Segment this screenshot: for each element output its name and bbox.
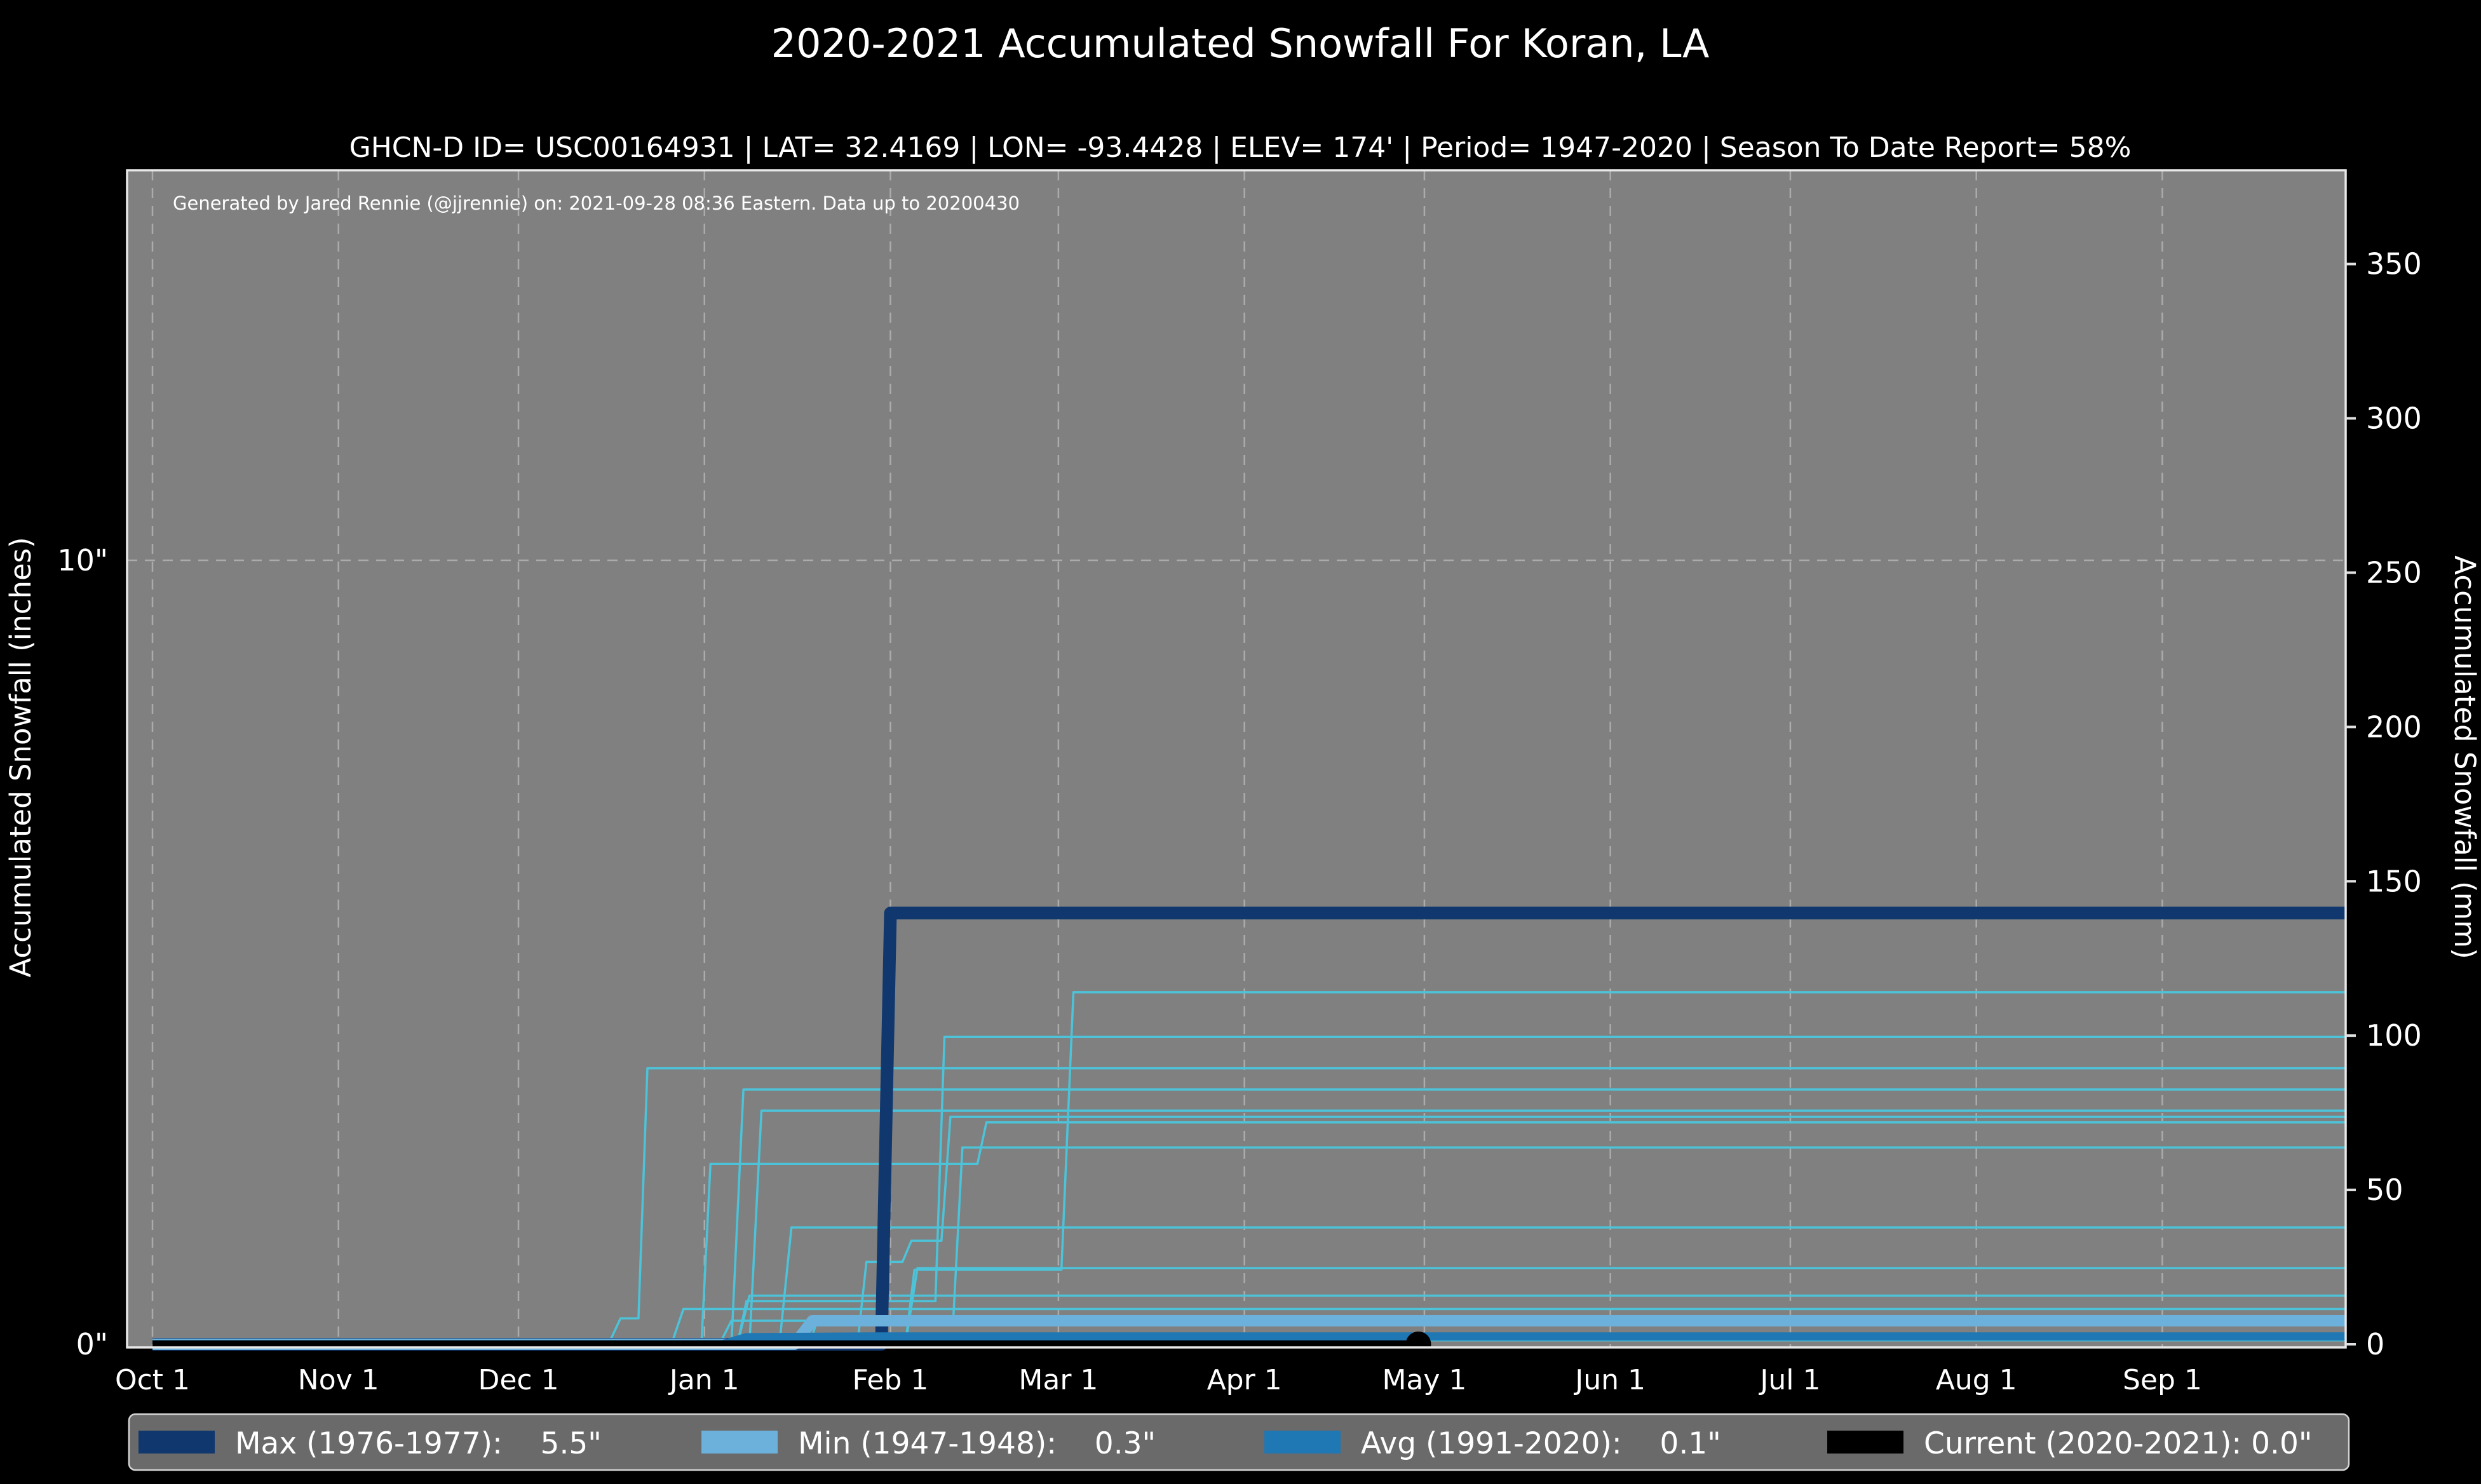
legend-label-max: Max (1976-1977): 5.5" bbox=[235, 1426, 602, 1461]
x-tick-label-oct1: Oct 1 bbox=[115, 1364, 190, 1396]
chart-subtitle: GHCN-D ID= USC00164931 | LAT= 32.4169 | … bbox=[349, 132, 2132, 164]
legend-swatch-current bbox=[1827, 1431, 1903, 1454]
axis-layer: 0" 10" 0 50 100 150 200 250 300 350 Oct 1 Nov 1 Dec … bbox=[57, 247, 2422, 1396]
annotation-credit: Generated by Jared Rennie (@jjrennie) on… bbox=[173, 192, 1020, 214]
x-tick-label-sep1: Sep 1 bbox=[2123, 1364, 2202, 1396]
y-left-tick-label-10: 10" bbox=[57, 543, 108, 577]
legend-swatch-avg bbox=[1264, 1431, 1341, 1454]
y-right-tick-label-0: 0 bbox=[2366, 1327, 2384, 1361]
series-layer bbox=[152, 907, 2346, 1351]
grid-layer bbox=[127, 170, 2346, 1347]
legend-swatch-max bbox=[139, 1431, 215, 1454]
legend-label-min: Min (1947-1948): 0.3" bbox=[798, 1426, 1156, 1461]
legend-label-current: Current (2020-2021): 0.0" bbox=[1924, 1426, 2312, 1461]
y-right-tick-label-100: 100 bbox=[2366, 1018, 2422, 1053]
legend-item-max: Max (1976-1977): 5.5" bbox=[139, 1426, 602, 1461]
legend: Max (1976-1977): 5.5" Min (1947-1948): 0.… bbox=[128, 1413, 2350, 1471]
y-left-tick-label-0: 0" bbox=[76, 1327, 108, 1361]
legend-item-current: Current (2020-2021): 0.0" bbox=[1827, 1426, 2312, 1461]
x-tick-label-dec1: Dec 1 bbox=[478, 1364, 558, 1396]
legend-item-avg: Avg (1991-2020): 0.1" bbox=[1264, 1426, 1721, 1461]
y-right-tick-label-150: 150 bbox=[2366, 864, 2422, 898]
chart-title: 2020-2021 Accumulated Snowfall For Koran… bbox=[771, 20, 1710, 67]
legend-box bbox=[128, 1413, 2350, 1471]
x-tick-label-apr1: Apr 1 bbox=[1207, 1364, 1282, 1396]
x-tick-label-aug1: Aug 1 bbox=[1936, 1364, 2017, 1396]
x-tick-label-jul1: Jul 1 bbox=[1758, 1364, 1820, 1396]
y-right-tick-label-250: 250 bbox=[2366, 555, 2422, 590]
plot-border bbox=[126, 169, 2347, 1349]
plot-area bbox=[127, 170, 2346, 1347]
historical-year-line-6 bbox=[152, 1116, 2346, 1346]
legend-label-avg: Avg (1991-2020): 0.1" bbox=[1361, 1426, 1721, 1461]
x-tick-label-jun1: Jun 1 bbox=[1573, 1364, 1646, 1396]
x-tick-label-mar1: Mar 1 bbox=[1018, 1364, 1098, 1396]
x-tick-label-jan1: Jan 1 bbox=[668, 1364, 740, 1396]
y-right-tick-label-300: 300 bbox=[2366, 401, 2422, 436]
y-right-tick-label-50: 50 bbox=[2366, 1173, 2403, 1207]
y-left-axis-label: Accumulated Snowfall (inches) bbox=[4, 537, 37, 977]
y-right-tick-label-200: 200 bbox=[2366, 710, 2422, 744]
y-right-tick-label-350: 350 bbox=[2366, 247, 2422, 281]
legend-item-min: Min (1947-1948): 0.3" bbox=[701, 1426, 1156, 1461]
legend-swatch-min bbox=[701, 1431, 778, 1454]
x-tick-label-may1: May 1 bbox=[1382, 1364, 1466, 1396]
x-tick-label-feb1: Feb 1 bbox=[853, 1364, 929, 1396]
x-tick-label-nov1: Nov 1 bbox=[298, 1364, 379, 1396]
y-right-axis-label: Accumulated Snowfall (mm) bbox=[2448, 555, 2481, 959]
